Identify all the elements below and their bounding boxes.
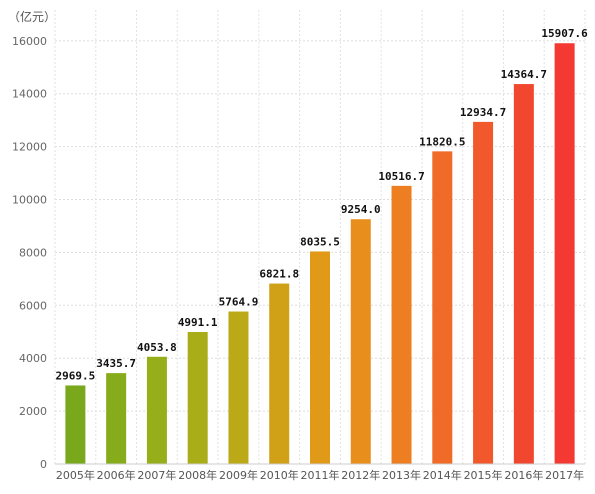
x-tick-label: 2017年 — [545, 468, 584, 482]
y-tick-label: 2000 — [19, 405, 47, 418]
bar — [513, 84, 534, 465]
bar — [228, 311, 249, 464]
bar — [146, 356, 167, 464]
data-label: 2969.5 — [56, 369, 96, 382]
x-tick-label: 2009年 — [219, 468, 258, 482]
data-label: 4991.1 — [178, 316, 218, 329]
x-tick-label: 2016年 — [504, 468, 543, 482]
y-axis-unit-label: （亿元） — [8, 9, 56, 24]
x-tick-label: 2008年 — [178, 468, 217, 482]
bar — [473, 121, 494, 464]
data-label: 5764.9 — [219, 296, 259, 309]
data-label: 4053.8 — [137, 341, 177, 354]
x-tick-label: 2010年 — [260, 468, 299, 482]
bar — [106, 373, 127, 464]
data-label: 3435.7 — [96, 357, 136, 370]
bar — [65, 385, 86, 464]
bar — [432, 151, 453, 464]
y-tick-label: 14000 — [12, 88, 47, 101]
bars — [65, 43, 575, 465]
y-tick-label: 16000 — [12, 35, 47, 48]
y-tick-label: 8000 — [19, 246, 47, 259]
y-tick-label: 4000 — [19, 352, 47, 365]
x-tick-label: 2006年 — [97, 468, 136, 482]
bar — [554, 43, 575, 464]
y-axis-ticks: 0 2000 4000 6000 8000 10000 12000 14000 16000 — [12, 35, 47, 471]
y-tick-label: 0 — [40, 458, 47, 471]
bar — [391, 185, 412, 464]
bar — [310, 251, 330, 464]
data-label: 11820.5 — [419, 135, 465, 148]
x-tick-label: 2007年 — [137, 468, 176, 482]
y-tick-label: 12000 — [12, 141, 47, 154]
bar — [350, 219, 371, 464]
x-tick-label: 2005年 — [56, 468, 95, 482]
x-tick-label: 2012年 — [341, 468, 380, 482]
bar — [269, 283, 290, 464]
x-axis-ticks: 2005年 2006年 2007年 2008年 2009年 2010年 2011年 2012年… — [56, 468, 584, 482]
data-label: 10516.7 — [378, 170, 424, 183]
data-label: 6821.8 — [259, 268, 299, 281]
data-label: 12934.7 — [460, 106, 506, 119]
bar — [187, 331, 208, 464]
x-tick-label: 2015年 — [464, 468, 503, 482]
data-label: 9254.0 — [341, 203, 381, 216]
data-label: 14364.7 — [501, 68, 547, 81]
y-tick-label: 10000 — [12, 194, 47, 207]
x-tick-label: 2014年 — [423, 468, 462, 482]
x-tick-label: 2013年 — [382, 468, 421, 482]
data-label: 15907.6 — [541, 27, 588, 40]
y-tick-label: 6000 — [19, 299, 47, 312]
data-label: 8035.5 — [300, 235, 340, 248]
x-tick-label: 2011年 — [301, 468, 340, 482]
